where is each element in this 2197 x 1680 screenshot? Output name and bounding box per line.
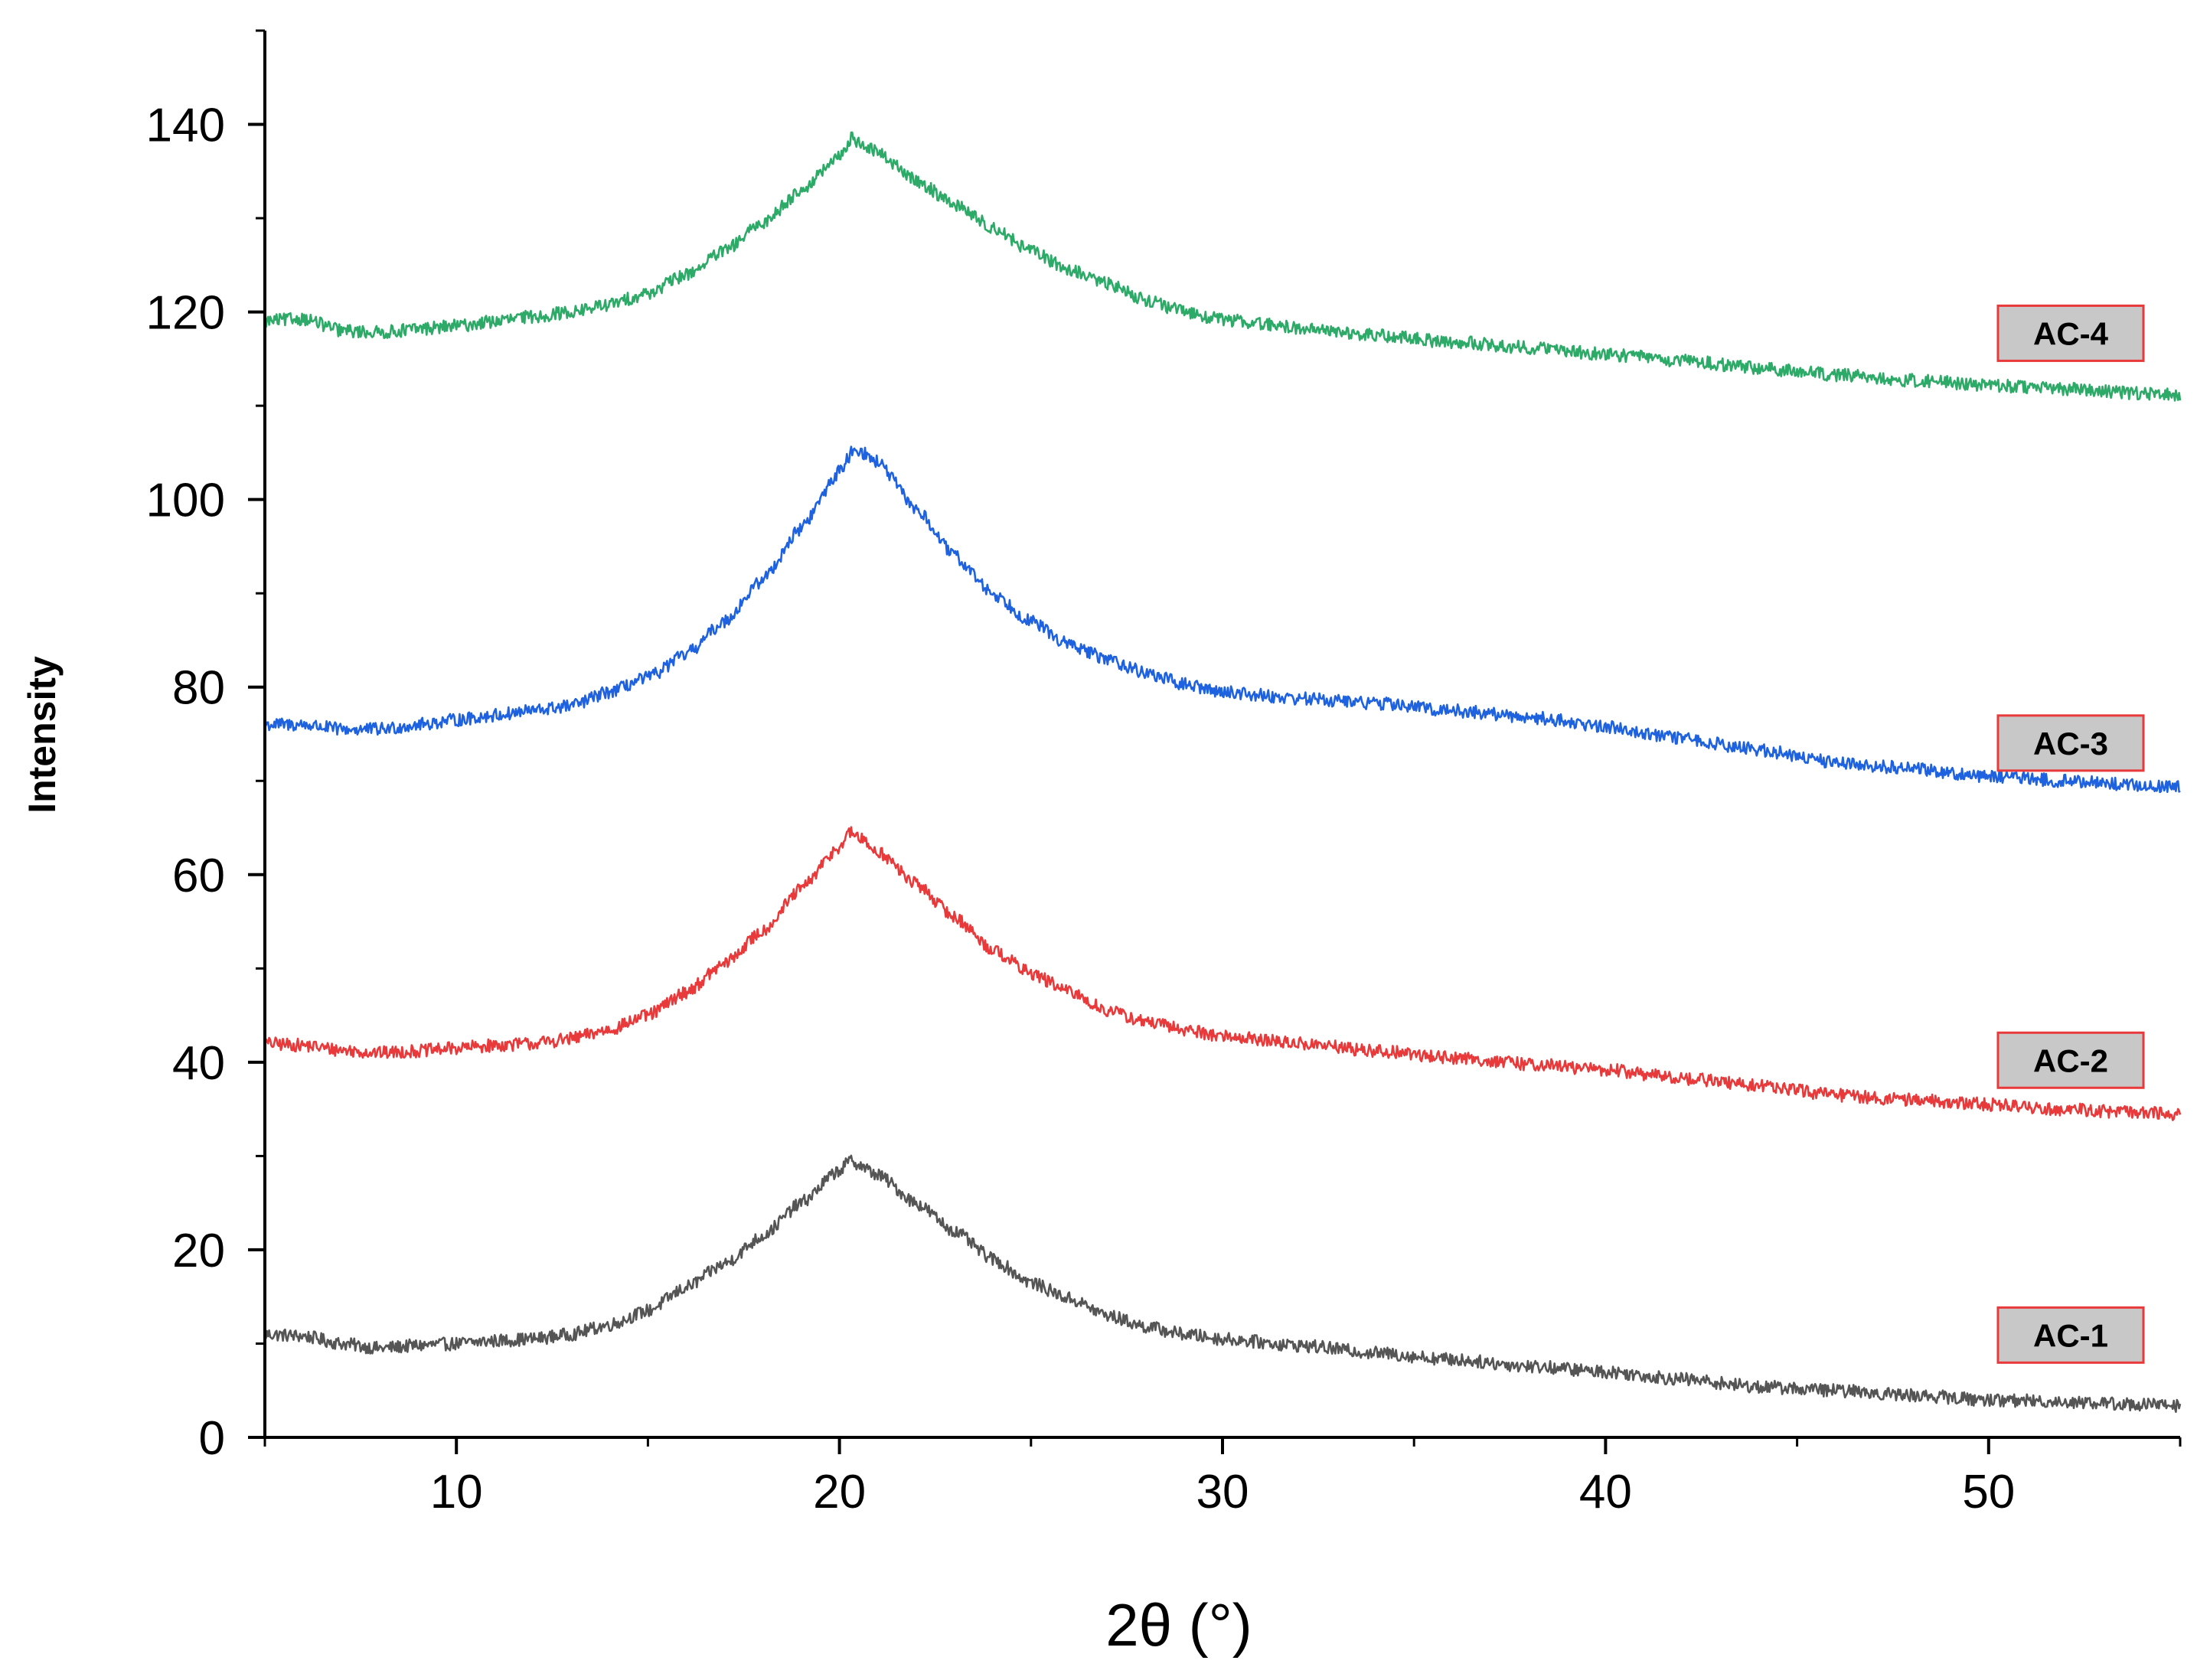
legend-label-text: AC-4 [2033, 315, 2109, 351]
series-line-ac-4 [263, 131, 2182, 402]
axes-layer: 10 20 30 40 50 0 20 40 60 80 100 120 140 [146, 29, 2182, 1519]
legend-label-box [1996, 304, 2145, 362]
x-tick-label: 30 [1196, 1466, 1249, 1519]
legend-label-box [1996, 714, 2145, 772]
legend-label-text: AC-3 [2033, 726, 2108, 762]
x-tick-label: 40 [1579, 1466, 1632, 1519]
x-tick-label: 50 [1962, 1466, 2015, 1519]
y-tick-label: 40 [172, 1037, 225, 1090]
y-tick-label: 100 [146, 475, 225, 527]
legend-label-text: AC-1 [2033, 1317, 2108, 1353]
legend-label-ac-3: AC-3 [1996, 714, 2145, 772]
legend-label-text: AC-2 [2033, 1042, 2108, 1078]
legend-label-box [1996, 1306, 2145, 1364]
y-axis-title: Intensity [21, 656, 64, 814]
x-axis-title: 2θ (°) [1105, 1591, 1252, 1659]
y-tick-label: 0 [199, 1412, 225, 1465]
legend-label-ac-1: AC-1 [1996, 1306, 2145, 1364]
series-line-ac-2 [263, 826, 2182, 1121]
series-line-ac-1 [263, 1154, 2182, 1413]
y-tick-label: 20 [172, 1225, 225, 1277]
x-tick-label: 20 [813, 1466, 866, 1519]
y-tick-label: 120 [146, 287, 225, 340]
series-layer [263, 131, 2182, 1413]
series-line-ac-3 [264, 445, 2181, 794]
legend-label-ac-2: AC-2 [1996, 1031, 2145, 1089]
y-tick-label: 140 [146, 99, 225, 152]
legend-label-box [1996, 1031, 2145, 1089]
legend-label-ac-4: AC-4 [1996, 304, 2145, 362]
y-tick-label: 60 [172, 850, 225, 902]
x-tick-label: 10 [430, 1466, 483, 1519]
legend-layer: AC-1 AC-2 AC-3 AC-4 [1996, 304, 2145, 1364]
y-tick-label: 80 [172, 662, 225, 715]
